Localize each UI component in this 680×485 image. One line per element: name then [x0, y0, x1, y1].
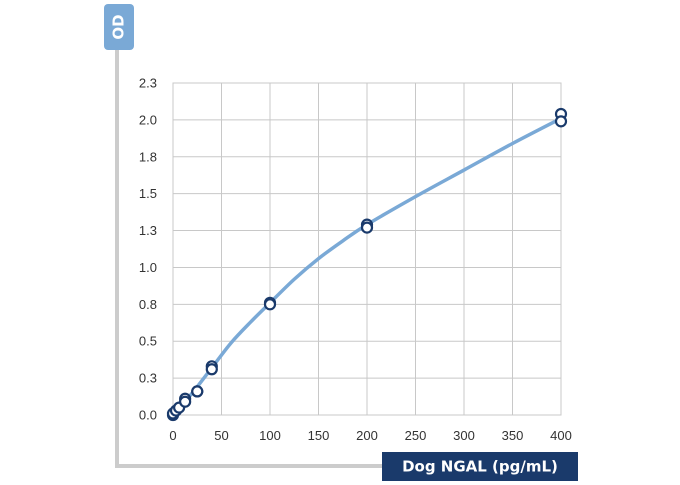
y-axis-label: OD: [110, 14, 128, 39]
y-tick-label: 0.3: [139, 371, 157, 386]
data-point: [554, 115, 568, 128]
x-axis-label: Dog NGAL (pg/mL): [402, 458, 558, 476]
y-axis-label-badge: OD: [104, 4, 134, 50]
data-point: [263, 298, 277, 311]
y-tick-label: 0.5: [139, 334, 157, 349]
y-tick-label: 1.5: [139, 186, 157, 201]
data-point: [360, 221, 374, 234]
x-tick-label: 50: [214, 428, 228, 443]
y-tick-label: 1.0: [139, 260, 157, 275]
x-tick-label: 0: [169, 428, 176, 443]
data-point: [191, 385, 204, 398]
x-tick-label: 250: [405, 428, 427, 443]
y-tick-label: 2.3: [139, 76, 157, 91]
y-tick-label: 0.8: [139, 297, 157, 312]
x-axis-label-badge: Dog NGAL (pg/mL): [382, 452, 578, 481]
x-tick-label: 300: [453, 428, 475, 443]
data-point: [179, 395, 192, 408]
x-tick-label: 100: [259, 428, 281, 443]
x-tick-label: 350: [502, 428, 524, 443]
x-tick-label: 150: [308, 428, 330, 443]
x-tick-label: 200: [356, 428, 378, 443]
data-point: [205, 363, 218, 376]
y-tick-label: 2.0: [139, 112, 157, 127]
y-tick-label: 1.8: [139, 149, 157, 164]
x-tick-label: 400: [550, 428, 572, 443]
plot-area: 0 50 100 150 200 250 300 350 400 0.0 0.3 0.5 0.8 1.0 1…: [139, 76, 572, 444]
y-tick-label: 0.0: [139, 408, 157, 423]
y-tick-label: 1.3: [139, 223, 157, 238]
